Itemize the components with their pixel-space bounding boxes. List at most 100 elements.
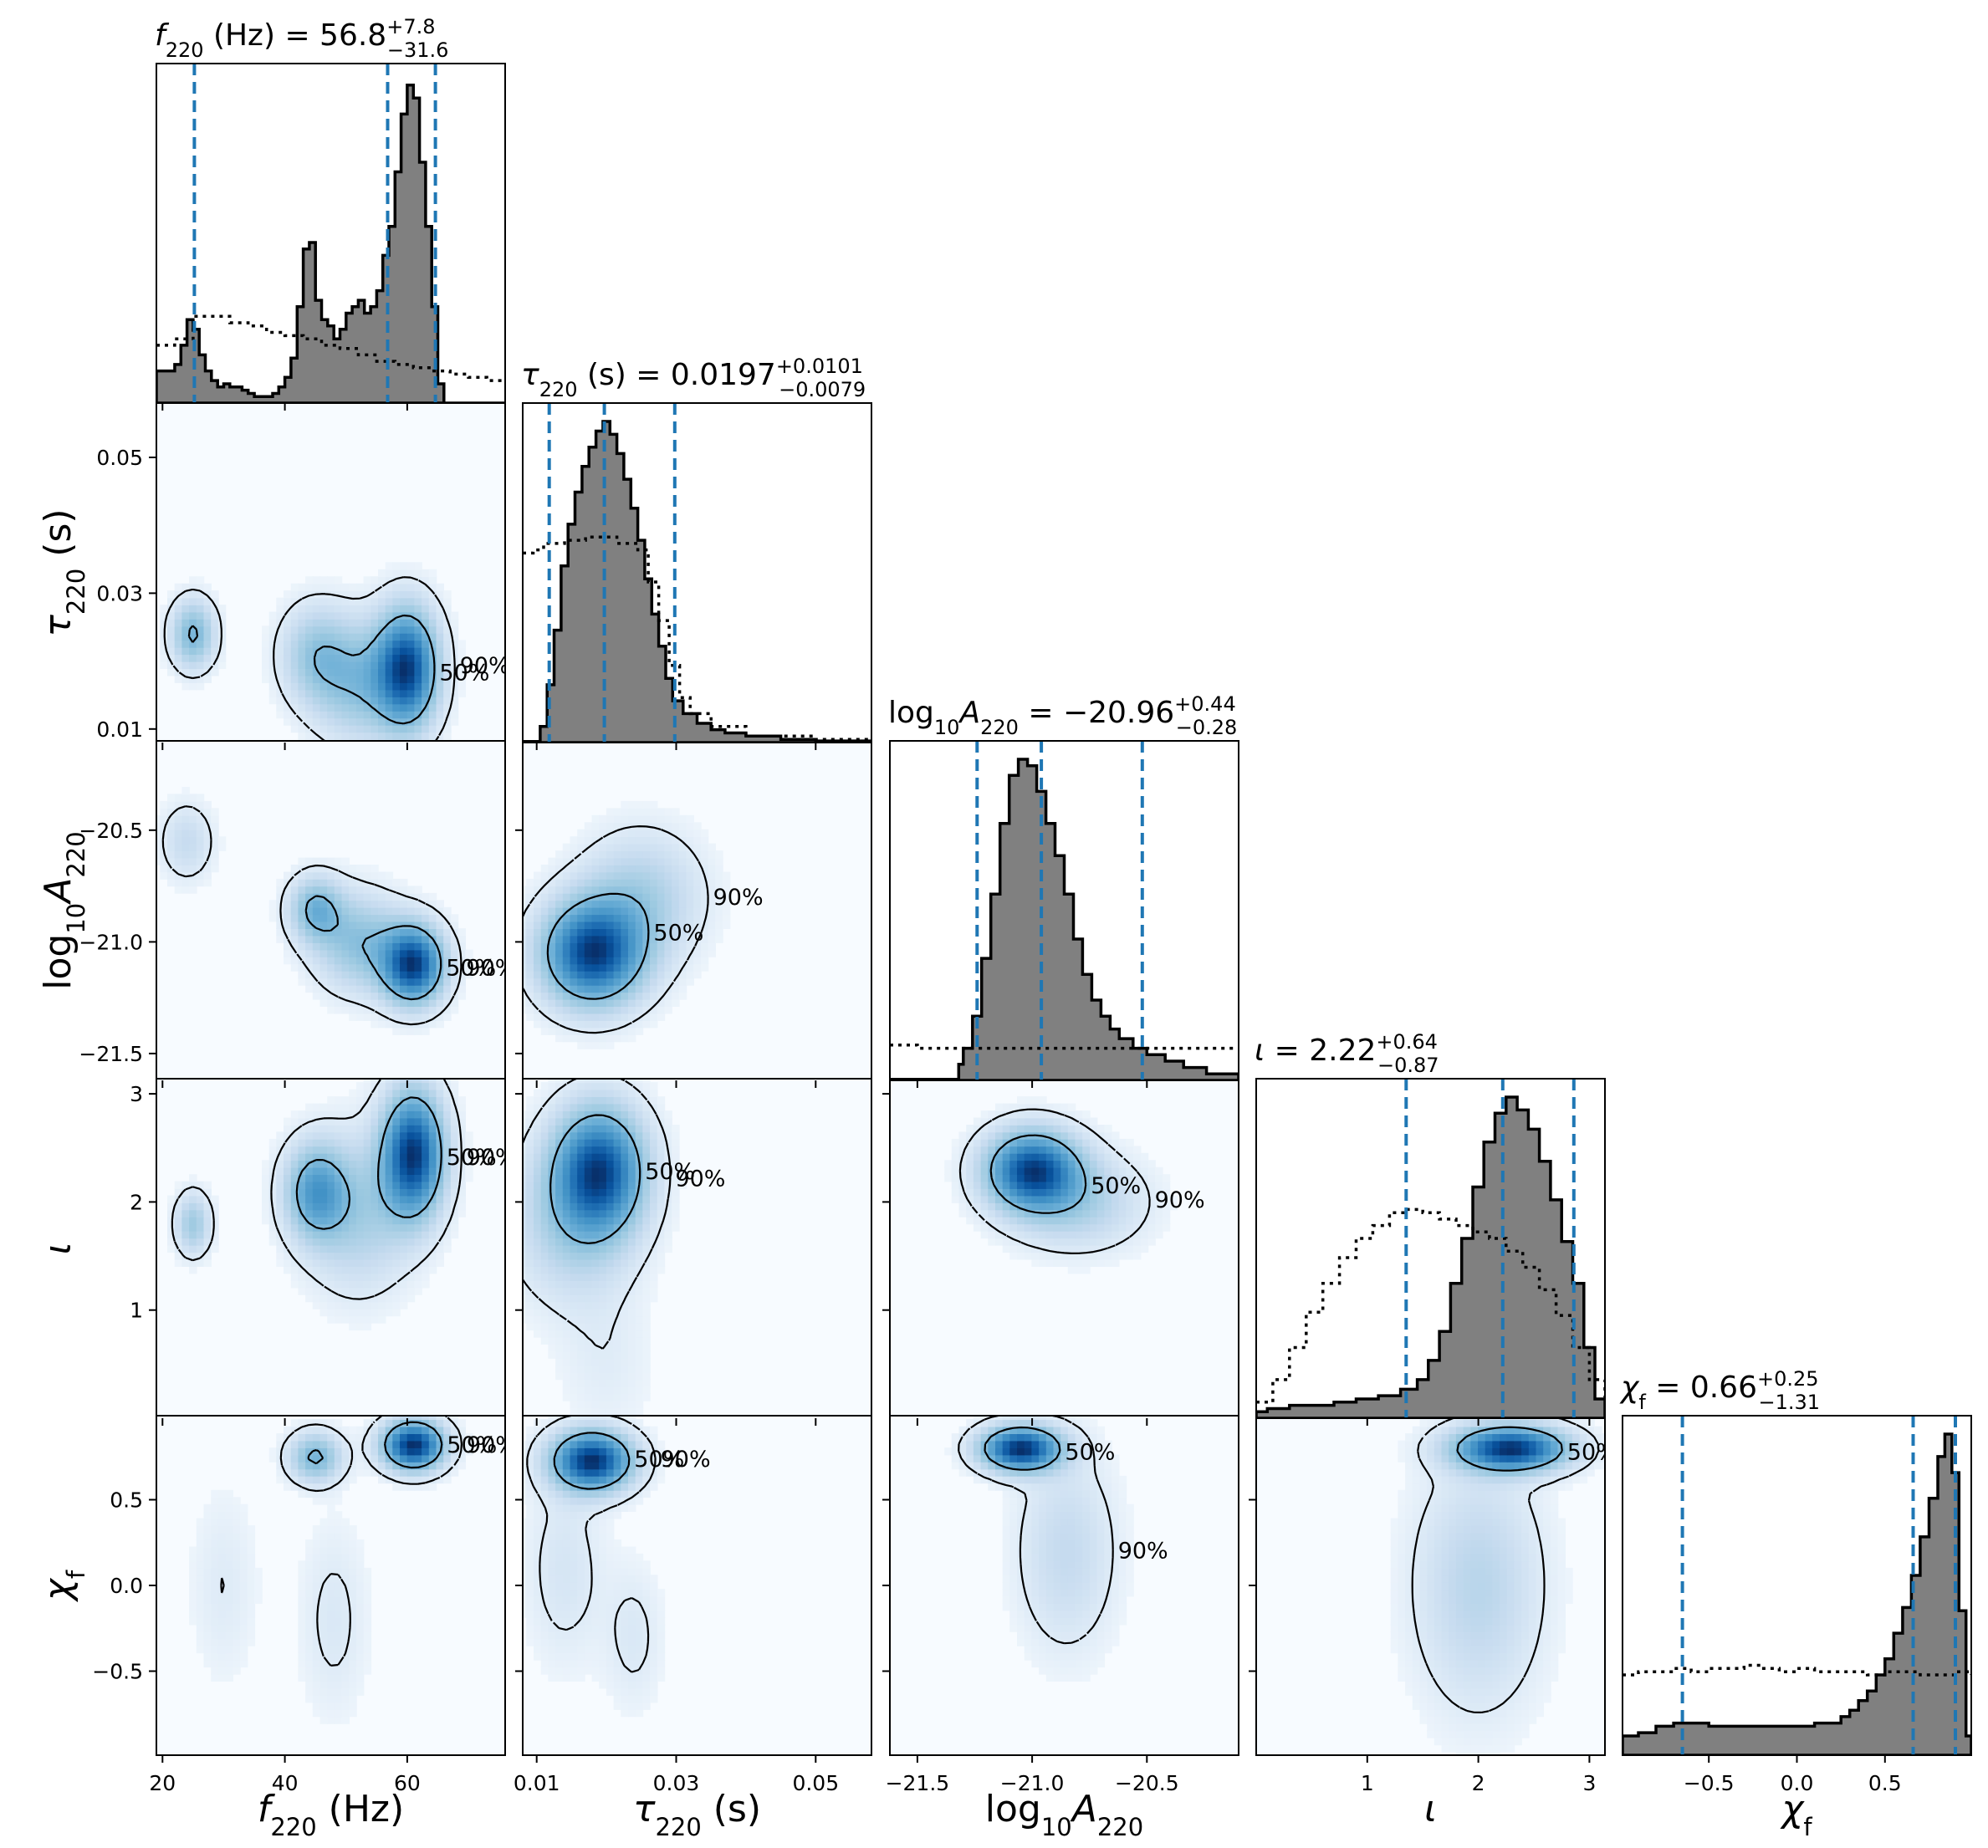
density-cell xyxy=(181,619,190,627)
density-cell xyxy=(664,1223,672,1232)
density-cell xyxy=(385,998,394,1007)
density-cell xyxy=(363,1195,372,1203)
density-cell xyxy=(371,878,379,887)
density-cell xyxy=(334,697,343,705)
density-cell xyxy=(722,914,731,922)
density-cell xyxy=(203,611,212,620)
density-cell xyxy=(247,1603,256,1611)
density-cell xyxy=(577,957,585,965)
density-cell xyxy=(1082,1160,1091,1168)
contour-label-90: 90% xyxy=(675,1166,725,1192)
density-cell xyxy=(355,732,365,740)
density-cell xyxy=(562,1160,571,1168)
density-cell xyxy=(457,646,466,656)
density-cell xyxy=(1126,1138,1134,1147)
density-cell xyxy=(599,892,607,901)
density-cell xyxy=(621,836,629,845)
density-cell xyxy=(635,886,644,894)
density-cell xyxy=(678,978,687,986)
density-cell xyxy=(523,1258,528,1267)
density-cell xyxy=(239,1589,248,1597)
density-cell xyxy=(599,1330,607,1338)
density-cell xyxy=(457,654,466,662)
density-cell xyxy=(378,949,386,957)
density-cell xyxy=(700,942,709,951)
density-cell xyxy=(1104,1152,1112,1161)
density-cell xyxy=(526,1294,534,1303)
density-cell xyxy=(635,1006,644,1014)
density-cell xyxy=(319,632,328,641)
density-cell xyxy=(319,717,328,726)
density-cell xyxy=(1112,1174,1120,1182)
density-cell xyxy=(422,1166,430,1175)
density-cell xyxy=(392,1082,401,1090)
density-cell xyxy=(327,646,335,656)
density-cell xyxy=(436,992,444,1000)
density-cell xyxy=(672,984,680,993)
density-cell xyxy=(334,1188,343,1197)
density-cell xyxy=(584,1301,593,1309)
density-cell xyxy=(1039,1223,1047,1232)
density-cell xyxy=(312,717,321,726)
density-cell xyxy=(570,1013,578,1021)
density-cell xyxy=(400,1252,408,1260)
density-cell xyxy=(276,1216,284,1225)
density-cell xyxy=(1002,1125,1011,1133)
density-cell xyxy=(606,1393,615,1401)
density-cell xyxy=(540,886,549,894)
density-cell xyxy=(562,1131,571,1140)
density-cell xyxy=(371,619,379,627)
density-cell xyxy=(523,914,528,922)
density-cell xyxy=(562,1365,571,1373)
density-cell xyxy=(708,942,716,951)
density-cell xyxy=(562,957,571,965)
density-cell xyxy=(312,1709,321,1718)
density-cell xyxy=(635,1365,644,1373)
density-cell xyxy=(1024,1252,1033,1260)
density-cell xyxy=(1096,1258,1106,1267)
density-cell xyxy=(1155,1174,1163,1182)
density-cell xyxy=(349,1322,357,1331)
density-cell xyxy=(327,871,335,880)
density-cell xyxy=(422,590,430,599)
density-cell xyxy=(1024,1181,1033,1189)
density-cell xyxy=(570,1082,578,1090)
density-cell xyxy=(160,640,168,648)
density-cell xyxy=(628,1117,636,1126)
density-cell xyxy=(385,892,394,901)
density-cell xyxy=(577,1089,585,1097)
density-cell xyxy=(189,1174,197,1182)
density-cell xyxy=(1017,1252,1025,1260)
density-cell xyxy=(355,717,365,726)
density-cell xyxy=(181,800,190,809)
density-cell xyxy=(319,1209,328,1218)
density-cell xyxy=(450,611,459,620)
density-cell xyxy=(284,1195,292,1203)
density-cell xyxy=(349,611,357,620)
density-cell xyxy=(181,1195,190,1203)
density-cell xyxy=(406,1252,416,1260)
density-cell xyxy=(621,1301,629,1309)
density-cell xyxy=(349,1096,357,1105)
density-cell xyxy=(341,1152,350,1161)
density-cell xyxy=(406,914,416,922)
density-cell xyxy=(664,914,672,922)
density-cell xyxy=(1162,1188,1171,1197)
density-cell xyxy=(958,1174,967,1182)
density-cell xyxy=(540,1152,549,1161)
density-cell xyxy=(363,935,372,943)
density-cell xyxy=(450,992,459,1000)
density-cell xyxy=(211,857,219,865)
density-cell xyxy=(621,914,629,922)
density-cell xyxy=(327,1188,335,1197)
density-cell xyxy=(305,654,314,662)
density-cell xyxy=(319,597,328,605)
density-cell xyxy=(650,1216,658,1225)
density-cell xyxy=(211,1216,219,1225)
density-cell xyxy=(385,900,394,908)
density-cell xyxy=(584,1244,593,1253)
density-cell xyxy=(591,1252,600,1260)
density-cell xyxy=(334,1138,343,1147)
density-cell xyxy=(327,732,335,740)
density-cell xyxy=(189,1546,197,1554)
